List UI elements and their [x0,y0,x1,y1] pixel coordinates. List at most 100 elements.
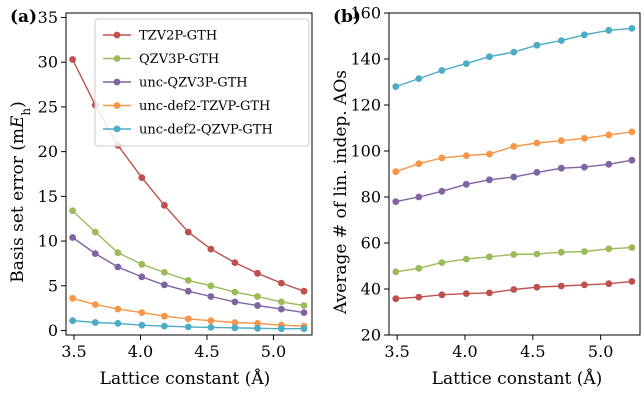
panel-b-data-point [462,152,470,160]
panel-a-data-point [278,279,285,287]
panel-a-data-point [300,302,308,309]
panel-a-axes: 3.5 4.0 4.5 5.0 0 5 10 15 20 25 30 35 [38,8,313,361]
panel-b-data-point [628,25,636,32]
panel-a-data-point [91,250,99,257]
panel-a-ylabel: Basis set error (mEh) [8,101,33,283]
legend-label: unc-def2-QZVP-GTH [139,123,273,138]
panel-a-data-point [254,302,261,309]
legend: TZV2P-GTH QZV3P-GTH unc-QZV3P-GTH unc-def2-… [94,18,310,147]
panel-b-data-point [533,41,541,49]
panel-a-ylabel-main: Basis set error (m [8,128,28,283]
panel-b-ytick-label: 120 [350,96,381,115]
legend-label: unc-QZV3P-GTH [139,76,248,91]
panel-b-data-point [557,164,565,172]
panel-a-data-point [278,298,285,306]
panel-b-data-point [533,250,541,258]
panel-b-data-point [415,75,423,82]
panel-b-frame [388,12,641,336]
panel-a-data-point [114,249,122,257]
panel-a-data-point [231,298,239,306]
panel-b-data-point [605,26,613,34]
panel-a-ylabel-sub: h [19,108,33,116]
panel-b-data-point [581,31,588,39]
panel-a-data-point [161,281,168,289]
panel-b-ytick-label: 60 [361,234,381,253]
panel-b-data-point [581,281,588,289]
panel-a-data-point [91,228,99,236]
panel-b-data-point [415,264,423,272]
panel-b-data-point [415,293,423,301]
panel-a-xlabel: Lattice constant (Å) [100,368,271,389]
panel-b-ytick-label: 20 [361,326,381,345]
panel-a-data-point [91,301,99,308]
panel-a-ytick-label: 20 [38,142,58,161]
panel-b-data-point [462,180,470,188]
panel-b-data-point [605,280,613,288]
panel-b-data-point [438,259,446,266]
panel-b-data-point [605,245,613,253]
panel-a-data-point [207,317,215,325]
legend-swatch-marker [113,78,121,86]
panel-b-data-point [438,67,446,74]
panel-a: (a) 3.5 4.0 4.5 5.0 0 5 10 15 20 25 30 35 Lattice c… [8,7,313,389]
panel-b-data-point [462,60,470,67]
panel-b-series-line-2 [395,159,633,203]
panel-a-data-point [69,207,76,215]
panel-b-data-point [392,295,400,303]
panel-b-data-point [510,143,518,150]
panel-b-ytick-label: 100 [350,142,381,161]
panel-b-data-point [486,253,493,261]
legend-label: QZV3P-GTH [139,52,219,67]
panel-a-data-point [184,277,192,284]
panel-a-data-point [207,293,215,300]
panel-b-xtick-label: 4.5 [520,342,545,361]
panel-b-data-point [533,169,541,176]
panel-a-data-point [231,324,239,332]
panel-b-data-point [510,173,518,181]
panel-a-data-point [114,263,122,271]
legend-label: TZV2P-GTH [139,29,217,44]
legend-swatch-marker [113,125,121,133]
panel-a-data-point [254,324,261,332]
panel-b-data-point [533,283,541,291]
legend-label: unc-def2-TZVP-GTH [139,99,270,114]
panel-a-data-point [231,319,239,326]
panel-b-data-point [486,289,493,297]
legend-box [94,18,310,147]
panel-a-label: (a) [10,7,37,27]
panel-b-data-point [438,187,446,195]
panel-b-series [392,25,636,303]
panel-b-data-point [462,290,470,297]
panel-b-data-point [392,198,400,206]
panel-b-data-point [628,128,636,136]
panel-a-data-point [138,174,146,182]
panel-a-series-line-2 [72,236,305,314]
panel-b-axes: 3.5 4.0 4.5 5.0 20 40 60 80 100 120 140 160 [350,4,641,361]
panel-b-data-point [628,278,636,285]
panel-b-data-point [581,163,588,171]
panel-b-xtick-label: 3.5 [384,342,409,361]
panel-a-data-point [161,201,168,209]
panel-a-data-point [161,322,168,330]
panel-b-data-point [415,160,423,168]
panel-a-data-point [161,269,168,276]
panel-a-xtick-label: 4.0 [128,342,153,361]
panel-a-xtick-label: 5.0 [261,342,286,361]
panel-a-data-point [138,321,146,329]
panel-a-ytick-label: 15 [38,187,58,206]
panel-a-data-point [138,273,146,281]
panel-b-data-point [581,248,588,255]
panel-a-data-point [184,315,192,323]
panel-a-ytick-label: 0 [48,321,58,340]
panel-b-ytick-label: 140 [350,50,381,69]
panel-a-data-point [278,305,285,313]
panel-a-series [69,56,308,333]
panel-a-data-point [69,56,76,63]
panel-a-data-point [184,228,192,236]
legend-swatch-marker [113,55,121,62]
panel-a-data-point [254,293,261,300]
panel-a-data-point [184,323,192,331]
panel-a-ytick-label: 5 [48,276,58,295]
panel-b-data-point [605,131,613,139]
panel-b-xlabel: Lattice constant (Å) [432,368,603,389]
